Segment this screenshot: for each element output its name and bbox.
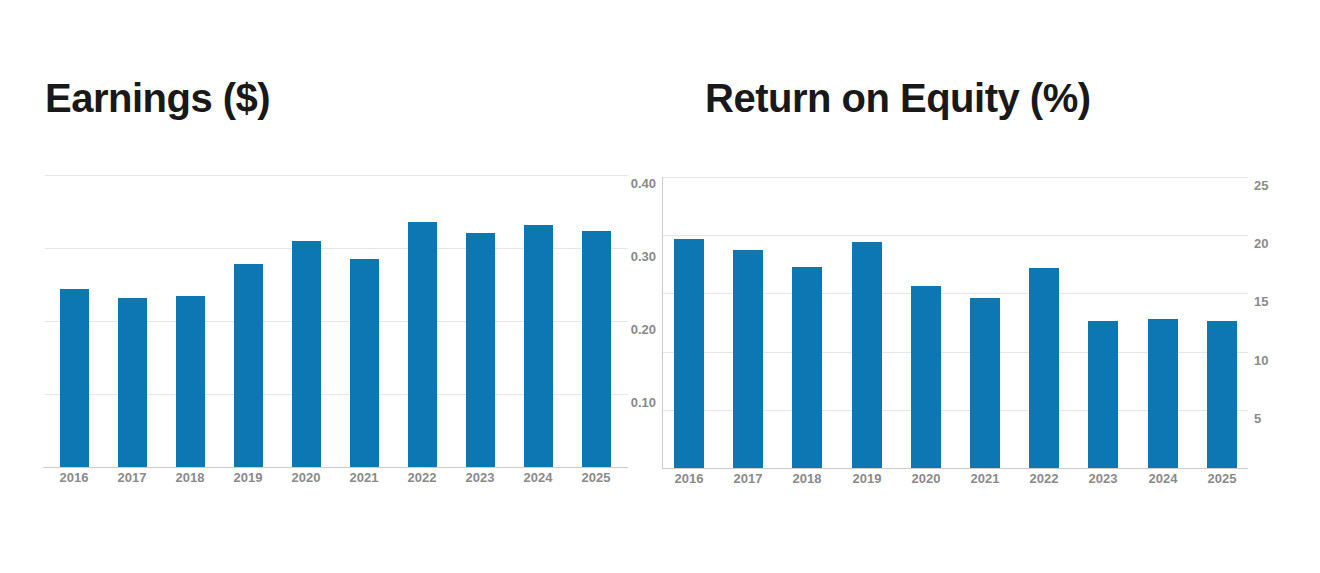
y-axis-label: 5 [1254,411,1314,427]
y-axis-line [662,177,663,468]
bar-2018 [792,267,822,468]
bar-2022 [1029,268,1059,468]
x-axis-label: 2024 [1137,471,1189,487]
y-axis-label: 10 [1254,353,1314,369]
x-axis-label: 2023 [1077,471,1129,487]
x-axis-label: 2021 [959,471,1011,487]
bar-2025 [1207,321,1237,468]
bar-2021 [970,298,1000,468]
bar-2020 [911,286,941,468]
bar-2019 [852,242,882,468]
bar-2016 [674,239,704,468]
gridline [662,235,1248,236]
x-axis-line [662,468,1248,469]
gridline [662,177,1248,178]
x-axis-label: 2025 [1196,471,1248,487]
bar-2024 [1148,319,1178,468]
x-axis-label: 2016 [663,471,715,487]
x-axis-label: 2022 [1018,471,1070,487]
y-axis-label: 20 [1254,236,1314,252]
x-axis-label: 2017 [722,471,774,487]
fundamentals-charts-panel: Earnings ($) Return on Equity (%) 0.100.… [0,0,1320,573]
x-axis-label: 2018 [781,471,833,487]
bar-2017 [733,250,763,468]
x-axis-label: 2020 [900,471,952,487]
y-axis-label: 25 [1254,178,1314,194]
x-axis-label: 2019 [841,471,893,487]
bar-2023 [1088,321,1118,468]
y-axis-label: 15 [1254,294,1314,310]
roe-bar-chart: 5101520252016201720182019202020212022202… [0,0,1320,573]
